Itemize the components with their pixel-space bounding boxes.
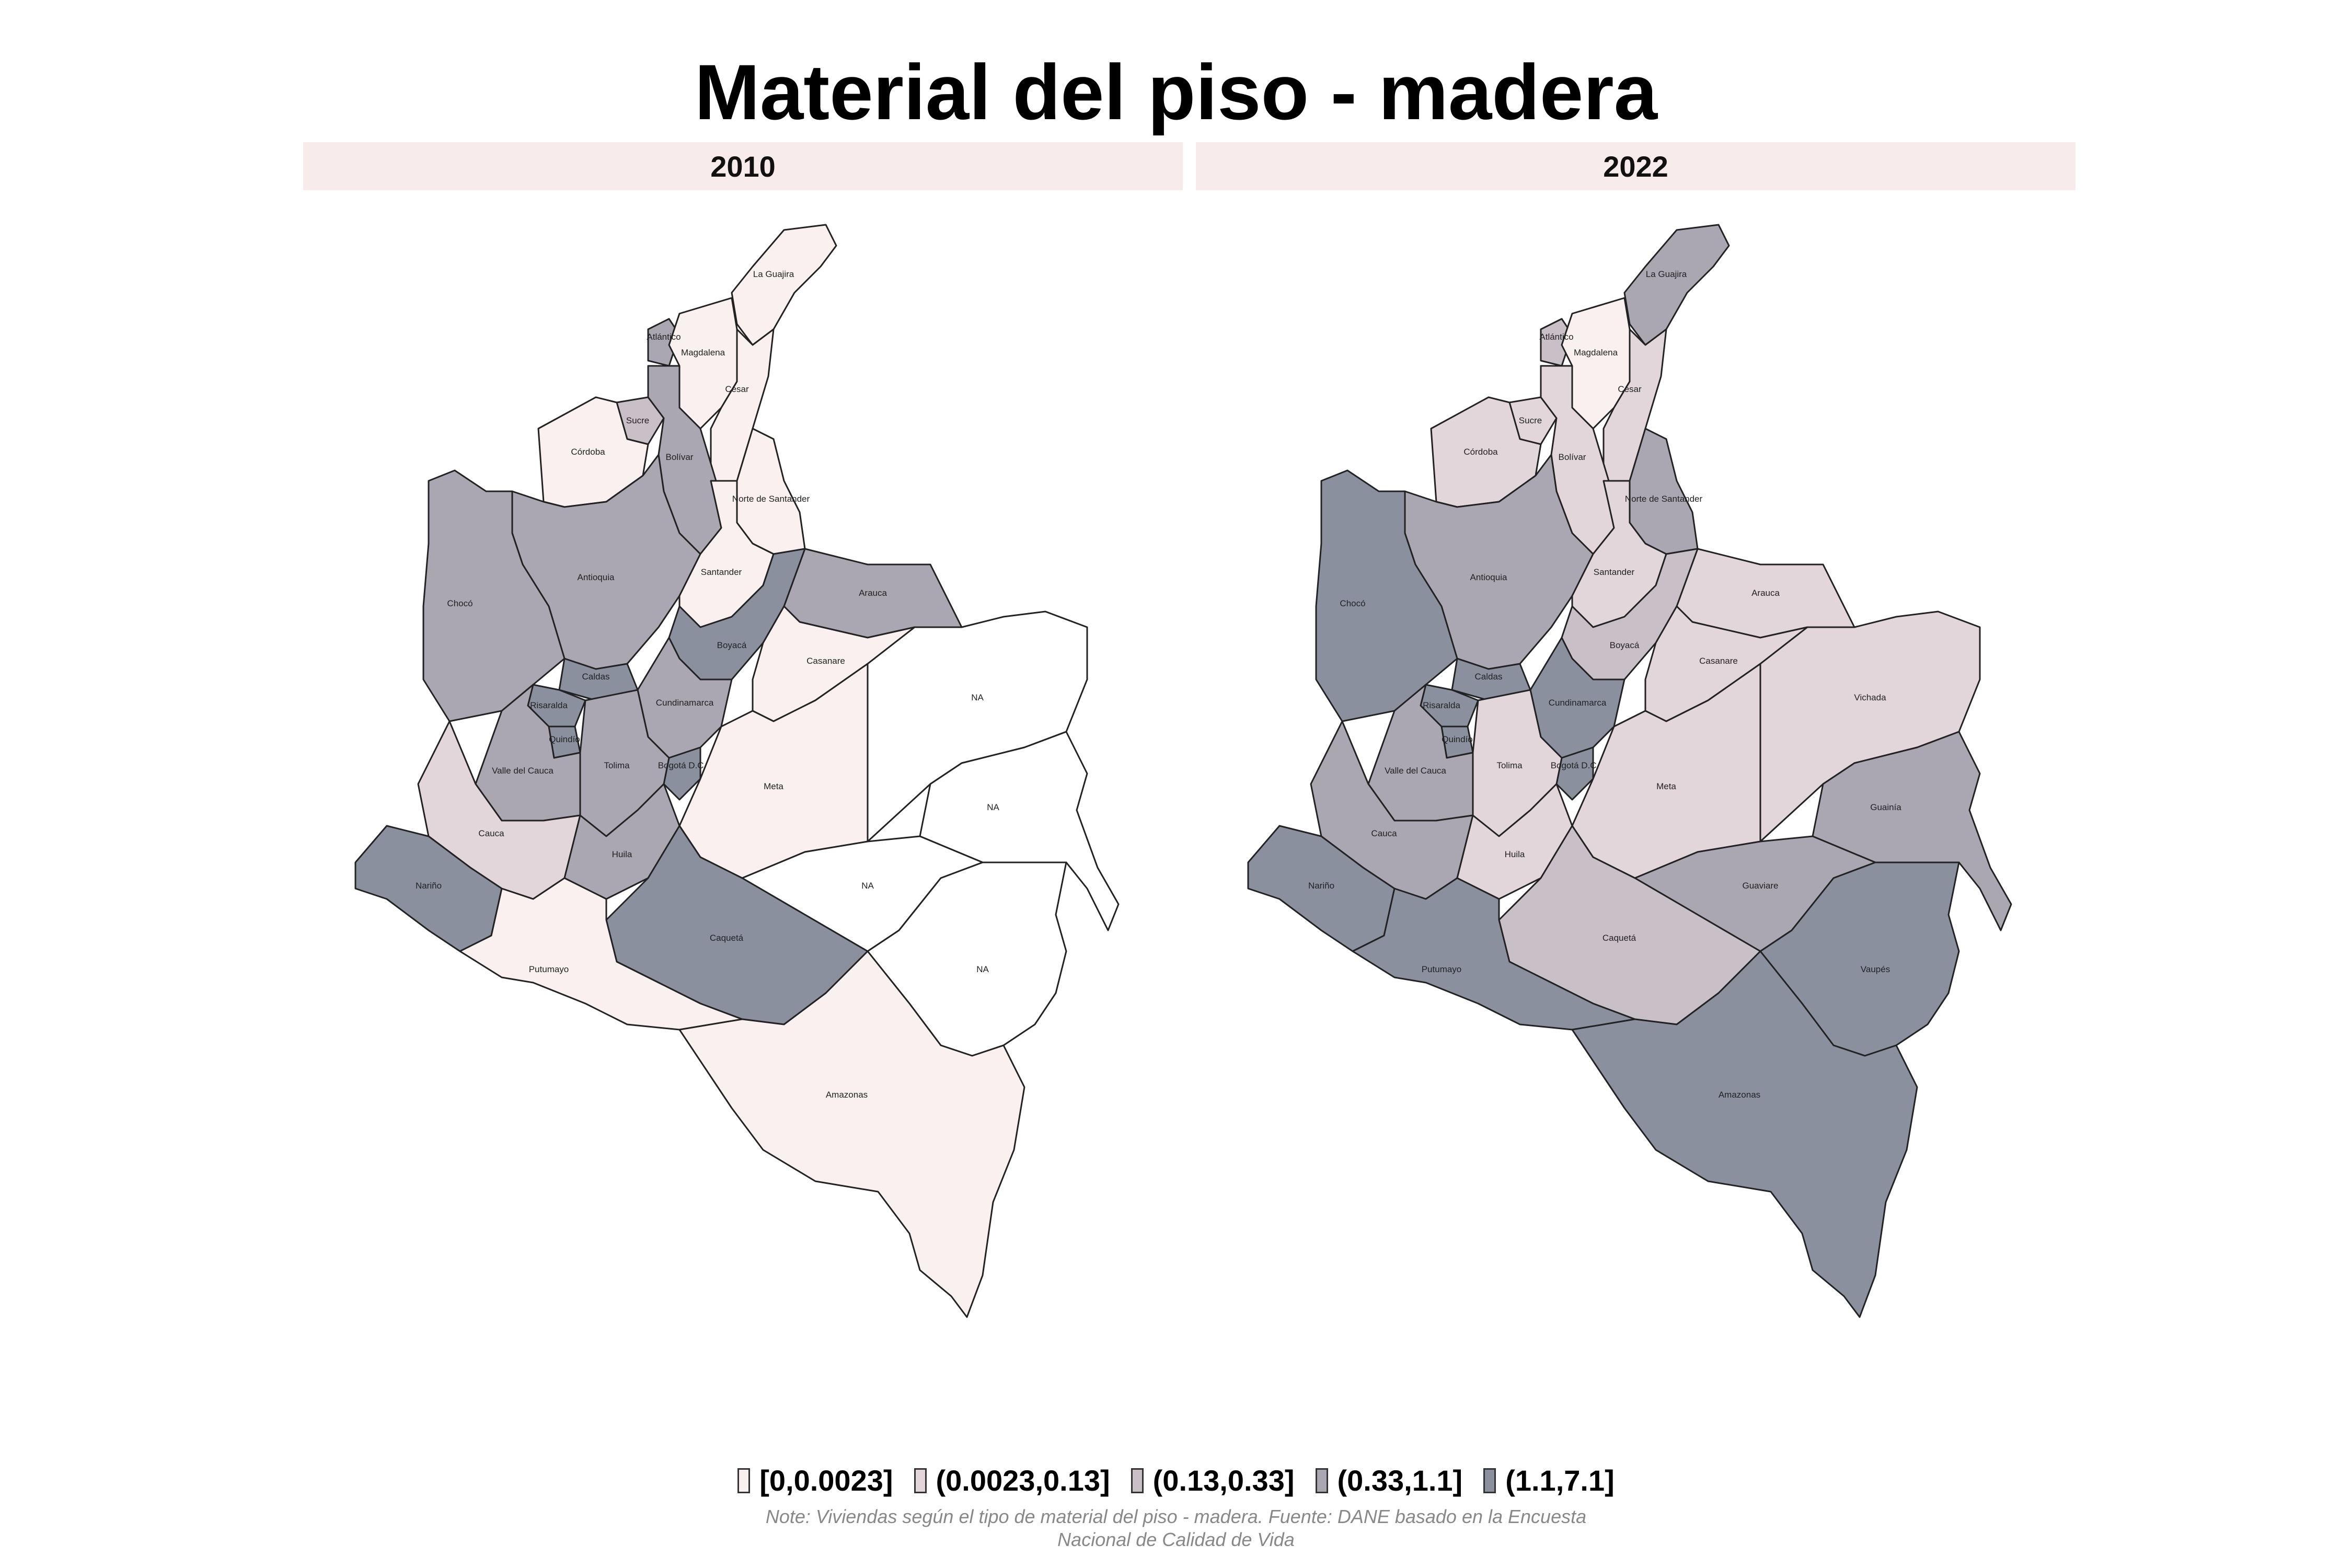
region-label-atlantico-2022: Atlántico <box>1539 332 1573 342</box>
region-label-cauca-2022: Cauca <box>1371 828 1397 838</box>
region-label-santander-2022: Santander <box>1594 567 1635 577</box>
source-note: Note: Viviendas según el tipo de materia… <box>0 1505 2352 1551</box>
region-label-arauca-2022: Arauca <box>1751 588 1780 598</box>
region-label-quindio-2022: Quindío <box>1442 734 1473 744</box>
region-label-antioquia-2010: Antioquia <box>578 572 615 582</box>
region-label-santander-2010: Santander <box>701 567 742 577</box>
legend-label-0: [0,0.0023] <box>759 1464 893 1497</box>
legend-item-0: [0,0.0023] <box>737 1463 893 1497</box>
region-label-tolima-2010: Tolima <box>604 760 630 770</box>
region-label-cesar-2010: Cesar <box>725 384 749 394</box>
region-label-huila-2022: Huila <box>1505 849 1525 859</box>
region-la-guajira-2010 <box>731 224 837 346</box>
region-label-boyaca-2022: Boyacá <box>1610 640 1640 650</box>
region-label-norte-de-santander-2010: Norte de Santander <box>732 494 810 504</box>
region-label-bolivar-2010: Bolívar <box>666 452 694 462</box>
region-label-atlantico-2010: Atlántico <box>647 332 681 342</box>
region-label-cesar-2022: Cesar <box>1618 384 1642 394</box>
region-label-bogota-d-c-2010: Bogotá D.C. <box>658 760 707 770</box>
region-label-caqueta-2010: Caquetá <box>710 933 744 943</box>
region-label-meta-2010: Meta <box>764 781 783 791</box>
legend: [0,0.0023] (0.0023,0.13] (0.13,0.33] (0.… <box>0 1463 2352 1497</box>
region-label-amazonas-2010: Amazonas <box>826 1090 868 1100</box>
legend-swatch-3 <box>1315 1468 1328 1493</box>
region-label-la-guajira-2022: La Guajira <box>1646 269 1687 279</box>
region-label-risaralda-2010: Risaralda <box>530 700 568 710</box>
region-label-guainia-2010: NA <box>987 802 999 812</box>
region-label-casanare-2022: Casanare <box>1699 656 1738 666</box>
region-label-vichada-2010: NA <box>971 693 984 702</box>
region-label-putumayo-2022: Putumayo <box>1422 964 1462 974</box>
region-label-cordoba-2010: Córdoba <box>571 447 605 457</box>
region-label-cauca-2010: Cauca <box>478 828 504 838</box>
region-label-casanare-2010: Casanare <box>806 656 845 666</box>
legend-item-3: (0.33,1.1] <box>1315 1463 1463 1497</box>
region-label-narino-2010: Nariño <box>416 881 442 891</box>
region-label-bogota-d-c-2022: Bogotá D.C. <box>1551 760 1599 770</box>
legend-swatch-2 <box>1131 1468 1144 1493</box>
legend-label-1: (0.0023,0.13] <box>936 1464 1110 1497</box>
legend-label-4: (1.1,7.1] <box>1505 1464 1615 1497</box>
region-label-magdalena-2022: Magdalena <box>1574 348 1618 358</box>
region-label-arauca-2010: Arauca <box>859 588 887 598</box>
region-putumayo-2022 <box>1352 877 1636 1031</box>
region-la-guajira-2022 <box>1623 224 1730 346</box>
region-label-bolivar-2022: Bolívar <box>1559 452 1586 462</box>
region-label-vichada-2022: Vichada <box>1854 693 1886 702</box>
chart-title: Material del piso - madera <box>694 48 1658 136</box>
map-2022: La Guajira Atlántico Magdalena Cesar Sucre Bo… <box>1196 209 2076 1411</box>
legend-item-2: (0.13,0.33] <box>1131 1463 1295 1497</box>
region-label-amazonas-2022: Amazonas <box>1719 1090 1760 1100</box>
region-label-risaralda-2022: Risaralda <box>1423 700 1460 710</box>
region-label-caldas-2010: Caldas <box>582 672 610 682</box>
region-label-cordoba-2022: Córdoba <box>1463 447 1498 457</box>
region-label-boyaca-2010: Boyacá <box>717 640 747 650</box>
region-label-guaviare-2010: NA <box>861 881 874 891</box>
region-label-sucre-2010: Sucre <box>626 416 649 425</box>
region-label-guaviare-2022: Guaviare <box>1743 881 1779 891</box>
region-magdalena-2022 <box>1561 297 1631 430</box>
region-label-choco-2022: Chocó <box>1340 598 1365 608</box>
region-putumayo-2010 <box>459 877 743 1031</box>
region-label-cundinamarca-2010: Cundinamarca <box>656 698 714 708</box>
region-label-huila-2010: Huila <box>612 849 632 859</box>
region-label-cundinamarca-2022: Cundinamarca <box>1549 698 1607 708</box>
region-label-tolima-2022: Tolima <box>1496 760 1523 770</box>
legend-label-3: (0.33,1.1] <box>1337 1464 1463 1497</box>
legend-item-1: (0.0023,0.13] <box>914 1463 1110 1497</box>
region-label-vaupes-2022: Vaupés <box>1861 964 1890 974</box>
region-label-meta-2022: Meta <box>1656 781 1676 791</box>
legend-swatch-1 <box>914 1468 927 1493</box>
region-magdalena-2010 <box>668 297 738 430</box>
region-label-putumayo-2010: Putumayo <box>529 964 569 974</box>
facet-strip-2010: 2010 <box>303 142 1183 190</box>
region-label-magdalena-2010: Magdalena <box>681 348 725 358</box>
legend-swatch-0 <box>737 1468 751 1493</box>
map-2010: La Guajira Atlántico Magdalena Cesar Sucre Bo… <box>303 209 1183 1411</box>
region-label-choco-2010: Chocó <box>447 598 472 608</box>
region-label-antioquia-2022: Antioquia <box>1470 572 1507 582</box>
region-label-valle-del-cauca-2010: Valle del Cauca <box>492 766 554 776</box>
region-amazonas-2010 <box>678 950 1025 1318</box>
legend-item-4: (1.1,7.1] <box>1483 1463 1615 1497</box>
region-label-la-guajira-2010: La Guajira <box>753 269 794 279</box>
source-note-line-1: Note: Viviendas según el tipo de materia… <box>765 1506 1587 1527</box>
region-label-vaupes-2010: NA <box>976 964 989 974</box>
source-note-line-2: Nacional de Calidad de Vida <box>1057 1529 1295 1550</box>
region-amazonas-2022 <box>1571 950 1918 1318</box>
region-label-quindio-2010: Quindío <box>549 734 580 744</box>
region-label-guainia-2022: Guainía <box>1870 802 1901 812</box>
region-label-caldas-2022: Caldas <box>1475 672 1503 682</box>
legend-label-2: (0.13,0.33] <box>1152 1464 1295 1497</box>
region-label-sucre-2022: Sucre <box>1519 416 1542 425</box>
region-label-caqueta-2022: Caquetá <box>1602 933 1636 943</box>
facet-strip-2022: 2022 <box>1196 142 2076 190</box>
legend-swatch-4 <box>1483 1468 1496 1493</box>
region-label-narino-2022: Nariño <box>1308 881 1334 891</box>
region-label-valle-del-cauca-2022: Valle del Cauca <box>1385 766 1446 776</box>
region-label-norte-de-santander-2022: Norte de Santander <box>1625 494 1703 504</box>
